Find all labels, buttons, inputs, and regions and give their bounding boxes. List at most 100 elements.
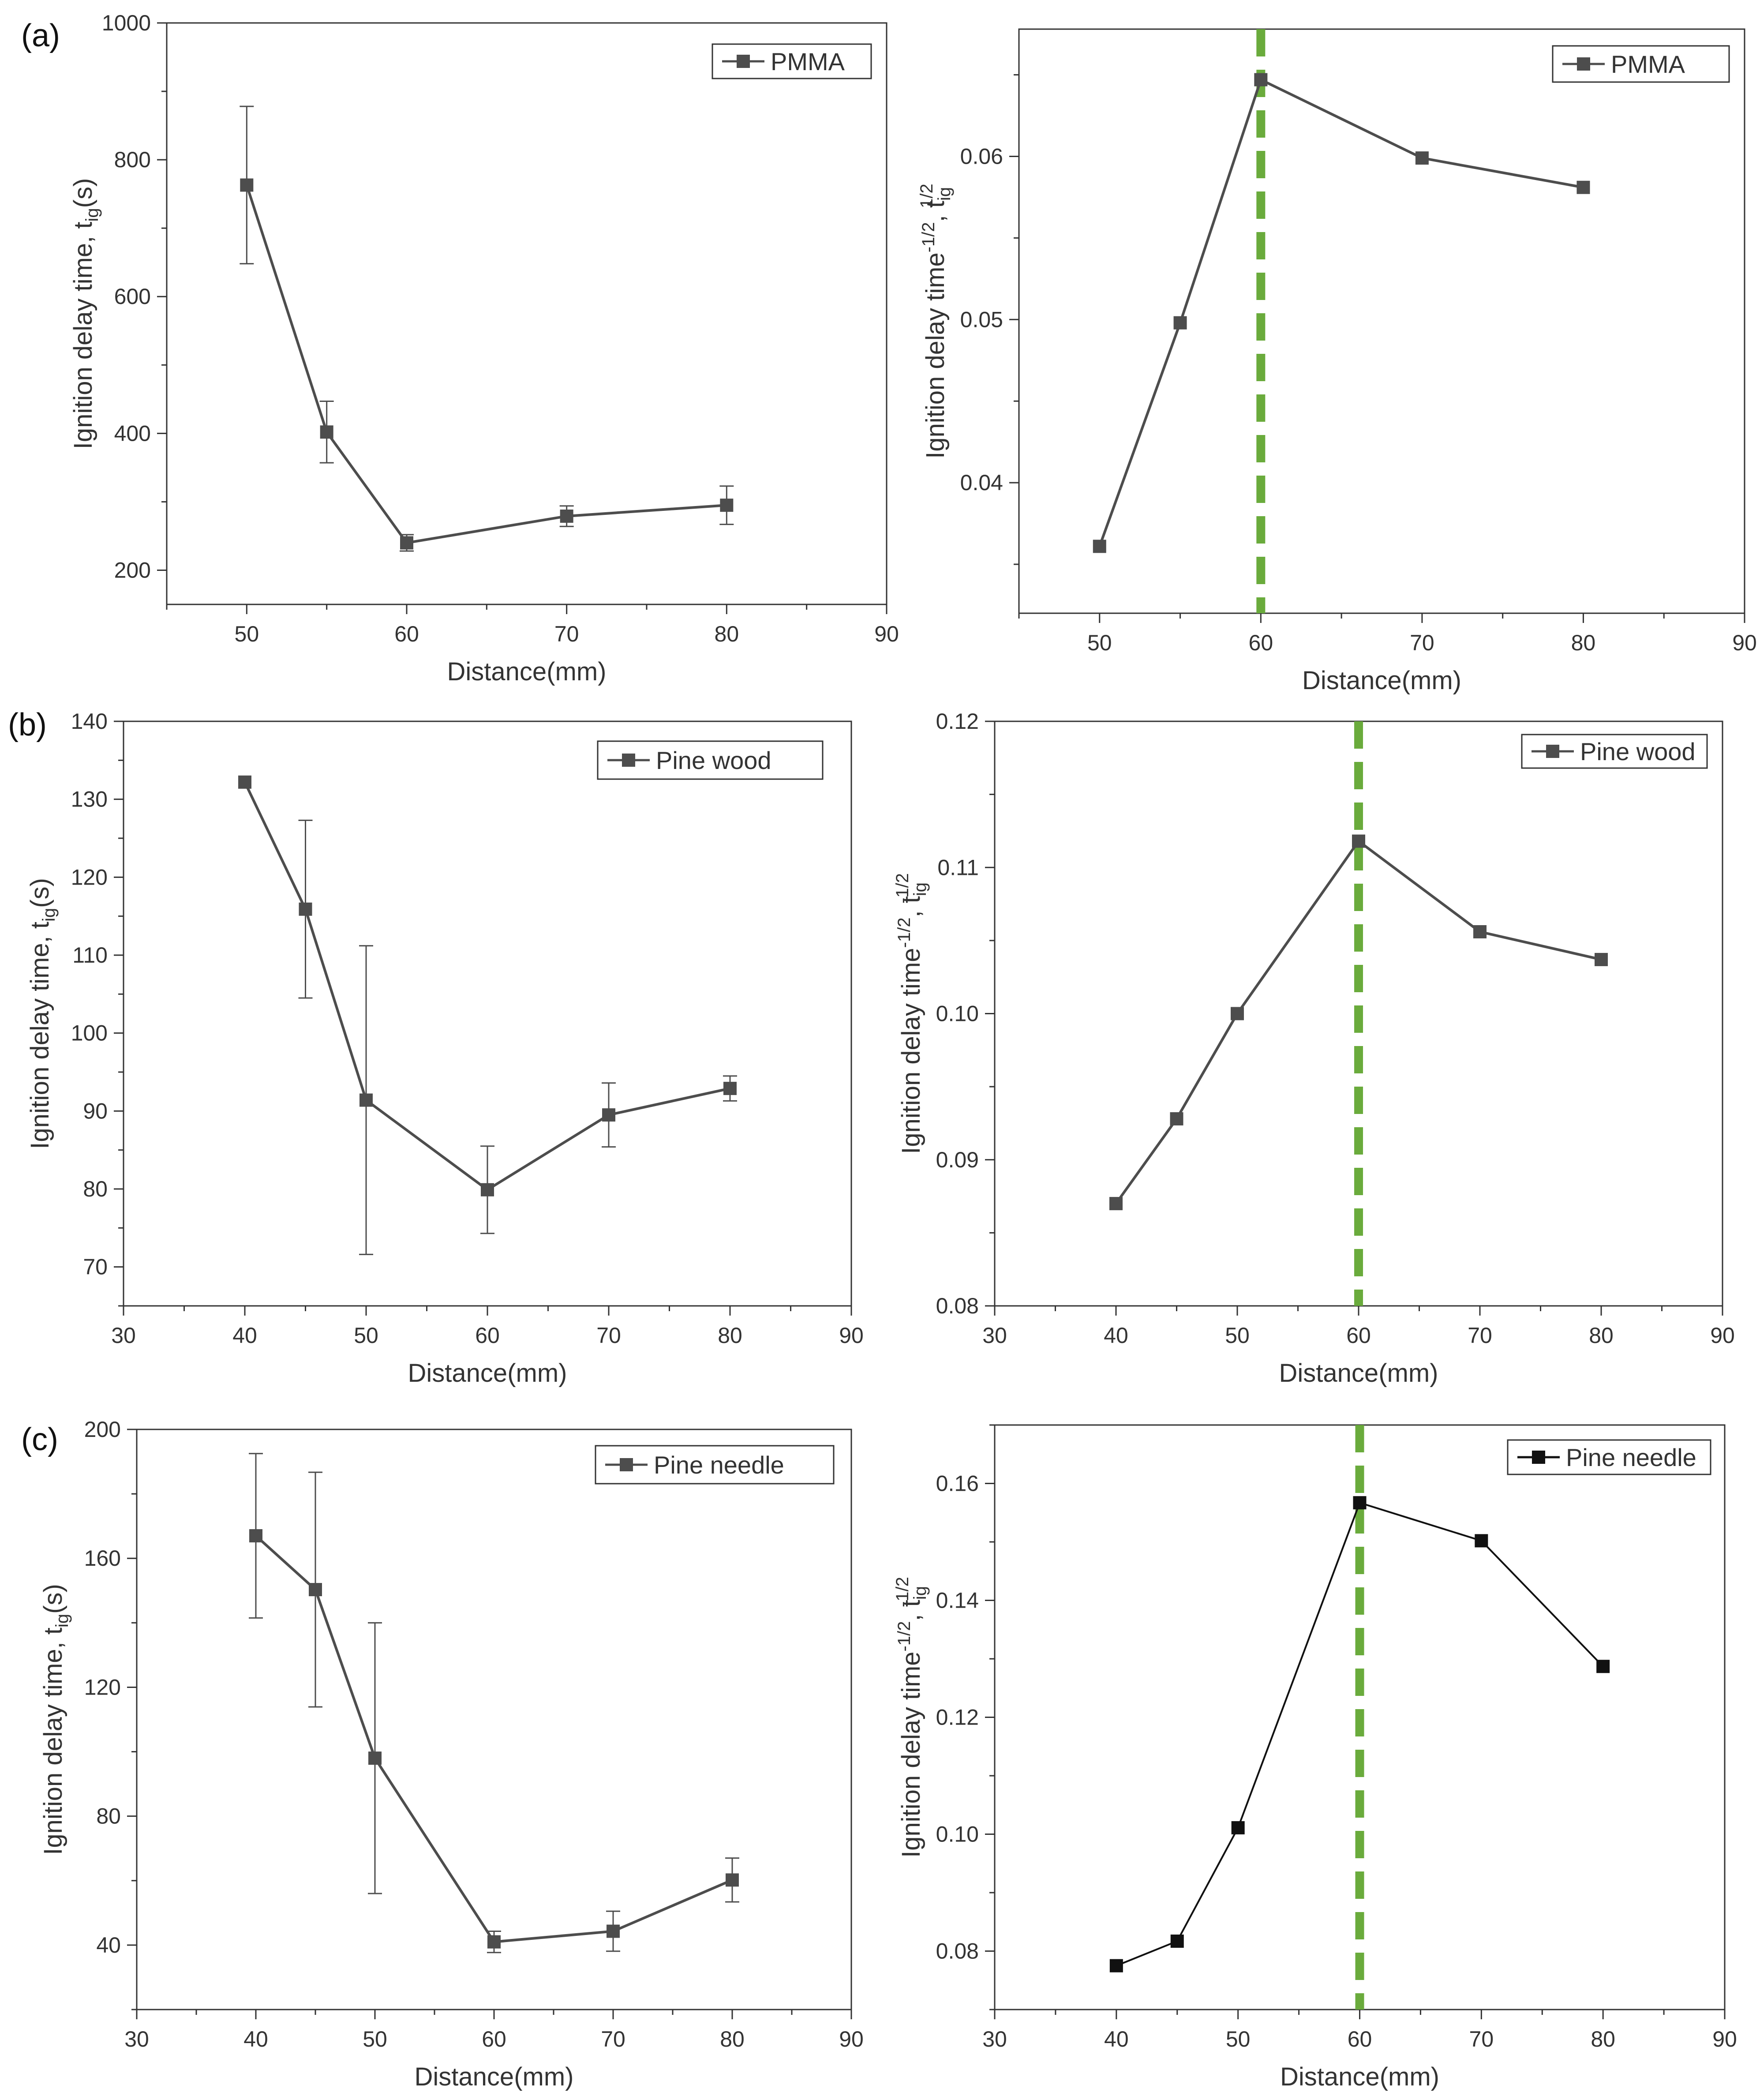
x-tick-label: 70 xyxy=(596,1323,621,1348)
data-series xyxy=(238,775,737,1255)
data-point xyxy=(238,775,251,789)
legend: PMMA xyxy=(1552,45,1730,83)
y-tick-label: 130 xyxy=(71,787,108,812)
data-point xyxy=(249,1529,262,1543)
y-axis-label-part: , t xyxy=(897,896,925,917)
series-line xyxy=(1116,1501,1604,1967)
data-point xyxy=(723,1082,737,1095)
x-tick-label: 80 xyxy=(715,622,739,646)
x-tick-label: 50 xyxy=(1226,2027,1251,2051)
data-point xyxy=(1473,925,1487,938)
y-axis-label: Ignition delay time, tig(s) xyxy=(26,878,59,1149)
data-point xyxy=(1231,1821,1245,1834)
x-axis-label: Distance(mm) xyxy=(447,657,607,686)
legend-marker xyxy=(622,754,635,767)
y-axis-label: Ignition delay time-1/2, tig-1/2 xyxy=(893,1577,930,1858)
data-point xyxy=(368,1751,382,1765)
y-tick-label: 0.14 xyxy=(936,1588,979,1613)
y-axis-label-part: (s) xyxy=(26,878,54,908)
x-tick-label: 30 xyxy=(982,1323,1007,1348)
x-axis-label: Distance(mm) xyxy=(1302,666,1461,695)
data-point xyxy=(607,1924,620,1938)
x-tick-label: 80 xyxy=(1571,630,1596,655)
y-axis-label-part: ig xyxy=(910,1586,930,1600)
y-axis-label: Ignition delay time, tig(s) xyxy=(39,1584,72,1855)
legend-label: Pine needle xyxy=(1566,1444,1696,1471)
y-tick-label: 0.12 xyxy=(936,1705,979,1730)
panel-label-a: (a) xyxy=(21,18,60,53)
data-point xyxy=(487,1935,501,1949)
x-tick-label: 50 xyxy=(1225,1323,1250,1348)
data-point xyxy=(560,509,573,523)
legend-marker xyxy=(620,1458,633,1471)
series-line xyxy=(245,184,727,544)
y-tick-label: 1000 xyxy=(102,11,151,35)
x-tick-label: 90 xyxy=(874,622,899,646)
x-tick-label: 30 xyxy=(982,2027,1007,2051)
y-axis-label: Ignition delay time-1/2, tig-1/2 xyxy=(893,873,930,1154)
data-point xyxy=(720,499,734,512)
x-tick-label: 60 xyxy=(1346,1323,1371,1348)
x-tick-label: 70 xyxy=(1468,1323,1492,1348)
legend-box xyxy=(1521,734,1708,769)
data-point xyxy=(1170,1934,1184,1948)
x-tick-label: 90 xyxy=(1732,630,1757,655)
x-axis-label: Distance(mm) xyxy=(415,2062,574,2091)
data-series xyxy=(1109,834,1608,1211)
y-axis-label-part: Ignition delay time xyxy=(897,948,925,1154)
data-point xyxy=(240,178,254,192)
y-tick-label: 0.08 xyxy=(936,1939,979,1964)
data-point xyxy=(1595,952,1608,966)
y-tick-label: 80 xyxy=(83,1177,108,1201)
y-axis-label-part: -1/2 xyxy=(895,1621,914,1652)
data-point xyxy=(1093,540,1106,553)
plot-frame xyxy=(166,22,887,605)
data-series xyxy=(240,105,734,552)
x-tick-label: 90 xyxy=(839,2027,864,2051)
x-tick-label: 40 xyxy=(232,1323,257,1348)
y-tick-label: 400 xyxy=(114,421,151,446)
y-axis-label-part: Ignition delay time xyxy=(921,252,950,458)
y-tick-label: 600 xyxy=(114,284,151,309)
series-line xyxy=(243,781,730,1192)
legend: Pine wood xyxy=(1521,734,1708,769)
y-axis-label-part: -1/2 xyxy=(893,873,912,904)
x-tick-label: 70 xyxy=(601,2027,625,2051)
chart-panel-1: 50 60 70 80 90 200 400 600 800 1000 Distance(mm) Ig… xyxy=(69,11,899,686)
data-point xyxy=(1353,1496,1367,1510)
plot-frame xyxy=(136,1429,852,2010)
chart-panel-2: 50 60 70 80 90 0.04 0.05 0.06 Distance(mm) Igniti… xyxy=(917,28,1757,695)
y-tick-label: 0.04 xyxy=(960,470,1003,495)
data-point xyxy=(320,425,333,439)
y-axis-label-part: -1/2 xyxy=(893,1577,912,1607)
x-tick-label: 30 xyxy=(111,1323,136,1348)
x-tick-label: 90 xyxy=(839,1323,864,1348)
legend-marker xyxy=(1546,745,1559,758)
x-tick-label: 90 xyxy=(1712,2027,1737,2051)
x-tick-label: 80 xyxy=(718,1323,742,1348)
y-tick-label: 0.08 xyxy=(936,1294,979,1318)
y-axis-label-part: Ignition delay time, t xyxy=(69,221,97,449)
legend: PMMA xyxy=(711,43,872,79)
data-point xyxy=(400,536,413,550)
x-tick-label: 60 xyxy=(394,622,419,646)
x-axis-label: Distance(mm) xyxy=(408,1359,567,1388)
y-axis-label: Ignition delay time, tig(s) xyxy=(69,178,102,450)
data-point xyxy=(1352,834,1365,848)
data-point xyxy=(359,1093,373,1107)
x-tick-label: 50 xyxy=(1087,630,1112,655)
x-tick-label: 60 xyxy=(482,2027,506,2051)
data-point xyxy=(1596,1660,1610,1673)
legend: Pine wood xyxy=(597,740,824,780)
x-tick-label: 70 xyxy=(1410,630,1434,655)
y-axis-label-part: , t xyxy=(921,201,950,222)
data-point xyxy=(1475,1534,1488,1548)
data-series xyxy=(249,1453,739,1954)
legend-label: PMMA xyxy=(771,48,845,75)
x-tick-label: 30 xyxy=(124,2027,149,2051)
data-point xyxy=(1415,151,1429,165)
legend-marker xyxy=(1532,1451,1545,1464)
y-tick-label: 110 xyxy=(72,943,108,968)
legend-marker xyxy=(1577,57,1590,71)
